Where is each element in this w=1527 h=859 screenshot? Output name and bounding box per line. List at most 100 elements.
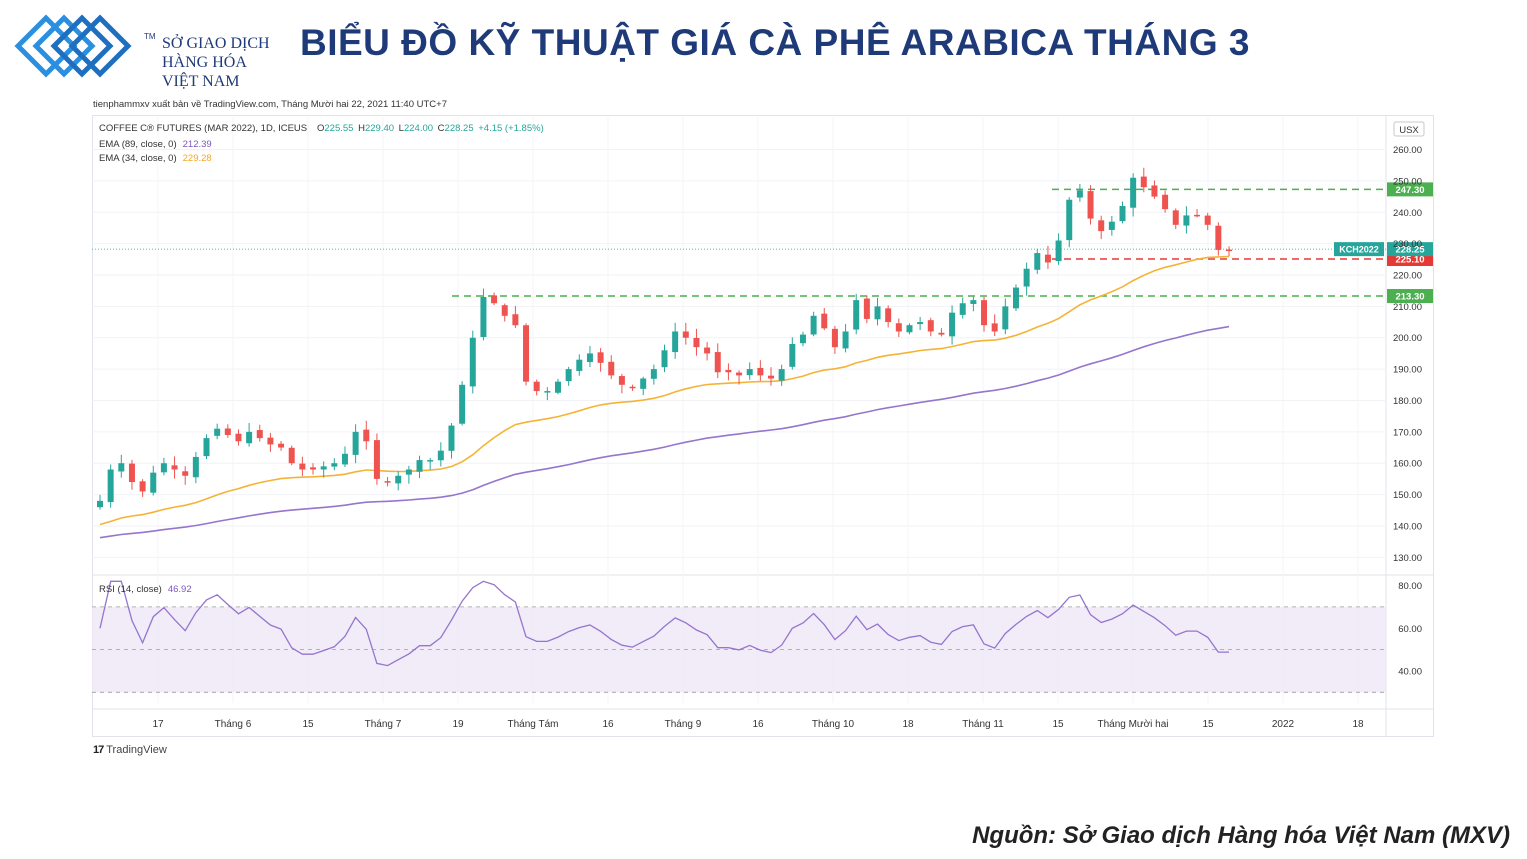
candle-body: [576, 359, 583, 371]
logo: TM SỞ GIAO DỊCH HÀNG HÓA VIỆT NAM: [14, 14, 274, 90]
candle-body: [554, 381, 561, 393]
time-tick-label: 15: [1052, 719, 1064, 730]
candle-body: [789, 344, 796, 367]
candle-body: [352, 431, 359, 455]
ema34-line: [99, 255, 1230, 526]
candle-body: [597, 352, 604, 363]
candle-body: [1172, 210, 1179, 225]
time-tick-label: Tháng 11: [962, 719, 1004, 730]
last-price-label: 228.25: [1395, 245, 1425, 256]
candle-body: [778, 369, 785, 381]
time-tick-label: 18: [1352, 719, 1364, 730]
candle-body: [757, 367, 764, 376]
time-tick-label: 18: [902, 719, 914, 730]
price-tick-label: 130.00: [1393, 553, 1422, 564]
candle-body: [768, 375, 775, 379]
level-tag-label: 225.10: [1395, 255, 1424, 266]
candle-body: [1215, 225, 1222, 250]
price-tick-label: 190.00: [1393, 365, 1422, 376]
candle-body: [1076, 190, 1083, 198]
candle-body: [299, 463, 306, 470]
candle-body: [427, 460, 434, 462]
rsi-tick-label: 40.00: [1398, 666, 1422, 677]
legend-rsi: RSI (14, close) 46.92: [99, 584, 192, 595]
candle-body: [650, 369, 657, 379]
candle-body: [246, 431, 253, 444]
candle-body: [1002, 306, 1009, 330]
candle-body: [310, 467, 317, 470]
candle-body: [107, 469, 114, 503]
candle-body: [917, 322, 924, 325]
candle-body: [927, 320, 934, 332]
candles: [97, 167, 1232, 510]
price-tick-label: 210.00: [1393, 302, 1422, 313]
time-tick-label: 16: [752, 719, 764, 730]
tradingview-brand: 17 TradingView: [93, 744, 167, 756]
candle-body: [235, 433, 242, 442]
candle-body: [629, 386, 636, 389]
price-tick-label: 240.00: [1393, 208, 1422, 219]
legend-symbol: COFFEE C® FUTURES (MAR 2022), 1D, ICEUS: [99, 123, 307, 134]
candle-body: [139, 481, 146, 492]
publish-line: tienphammxv xuất bản về TradingView.com,…: [93, 99, 447, 110]
price-tick-label: 160.00: [1393, 459, 1422, 470]
logo-line-1: SỞ GIAO DỊCH: [162, 35, 270, 52]
time-tick-label: Tháng 7: [365, 719, 402, 730]
rsi-tick-label: 80.00: [1398, 581, 1422, 592]
candle-body: [810, 315, 817, 335]
price-tick-label: 180.00: [1393, 396, 1422, 407]
tradingview-label: TradingView: [106, 744, 167, 756]
candle-body: [1087, 191, 1094, 219]
time-tick-label: 2022: [1272, 719, 1295, 730]
candle-body: [959, 303, 966, 315]
candle-body: [288, 447, 295, 464]
currency-label: USX: [1399, 125, 1419, 136]
candle-body: [203, 438, 210, 457]
candle-body: [437, 450, 444, 461]
candle-body: [1140, 176, 1147, 188]
time-tick-label: 15: [302, 719, 314, 730]
candle-body: [906, 325, 913, 333]
level-lines: 247.30 225.10 213.30 228.25 KCH2022: [92, 182, 1433, 304]
time-tick-label: Tháng 9: [665, 719, 702, 730]
candle-body: [608, 361, 615, 376]
candle-body: [171, 465, 178, 470]
candle-body: [991, 323, 998, 332]
candle-body: [448, 425, 455, 451]
time-tick-label: Tháng Mười hai: [1097, 719, 1168, 730]
price-chart[interactable]: 247.30 225.10 213.30 228.25 KCH2022 130.00 14…: [92, 115, 1434, 737]
legend-ohlc: O225.55 H229.40 L224.00 C228.25 +4.15 (+…: [317, 123, 544, 134]
candle-body: [736, 372, 743, 376]
time-tick-label: Tháng 6: [215, 719, 252, 730]
candle-body: [160, 463, 167, 473]
candle-body: [693, 337, 700, 348]
candle-body: [1108, 221, 1115, 230]
candle-body: [1055, 240, 1062, 262]
candle-body: [949, 312, 956, 337]
axes: 130.00 140.00 150.00 160.00 170.00 180.00 190.…: [152, 145, 1422, 730]
candle-body: [214, 428, 221, 436]
candle-body: [853, 300, 860, 330]
candle-body: [821, 313, 828, 329]
candle-body: [661, 350, 668, 368]
candle-body: [267, 437, 274, 445]
ema89-line: [99, 325, 1230, 539]
candle-body: [512, 314, 519, 326]
candle-body: [192, 456, 199, 478]
candle-body: [874, 306, 881, 320]
chart-container[interactable]: 247.30 225.10 213.30 228.25 KCH2022 130.00 14…: [92, 115, 1434, 737]
logo-line-2: HÀNG HÓA: [162, 54, 247, 71]
price-tick-label: 150.00: [1393, 490, 1422, 501]
time-tick-label: Tháng Tám: [508, 719, 559, 730]
candle-body: [831, 328, 838, 348]
candle-body: [469, 337, 476, 387]
candle-body: [480, 296, 487, 337]
candle-body: [682, 331, 689, 338]
price-tick-label: 140.00: [1393, 521, 1422, 532]
candle-body: [1130, 177, 1137, 208]
candle-body: [150, 472, 157, 493]
candle-body: [384, 481, 391, 483]
candle-body: [1098, 220, 1105, 232]
candle-body: [1023, 268, 1030, 287]
candle-body: [725, 369, 732, 373]
